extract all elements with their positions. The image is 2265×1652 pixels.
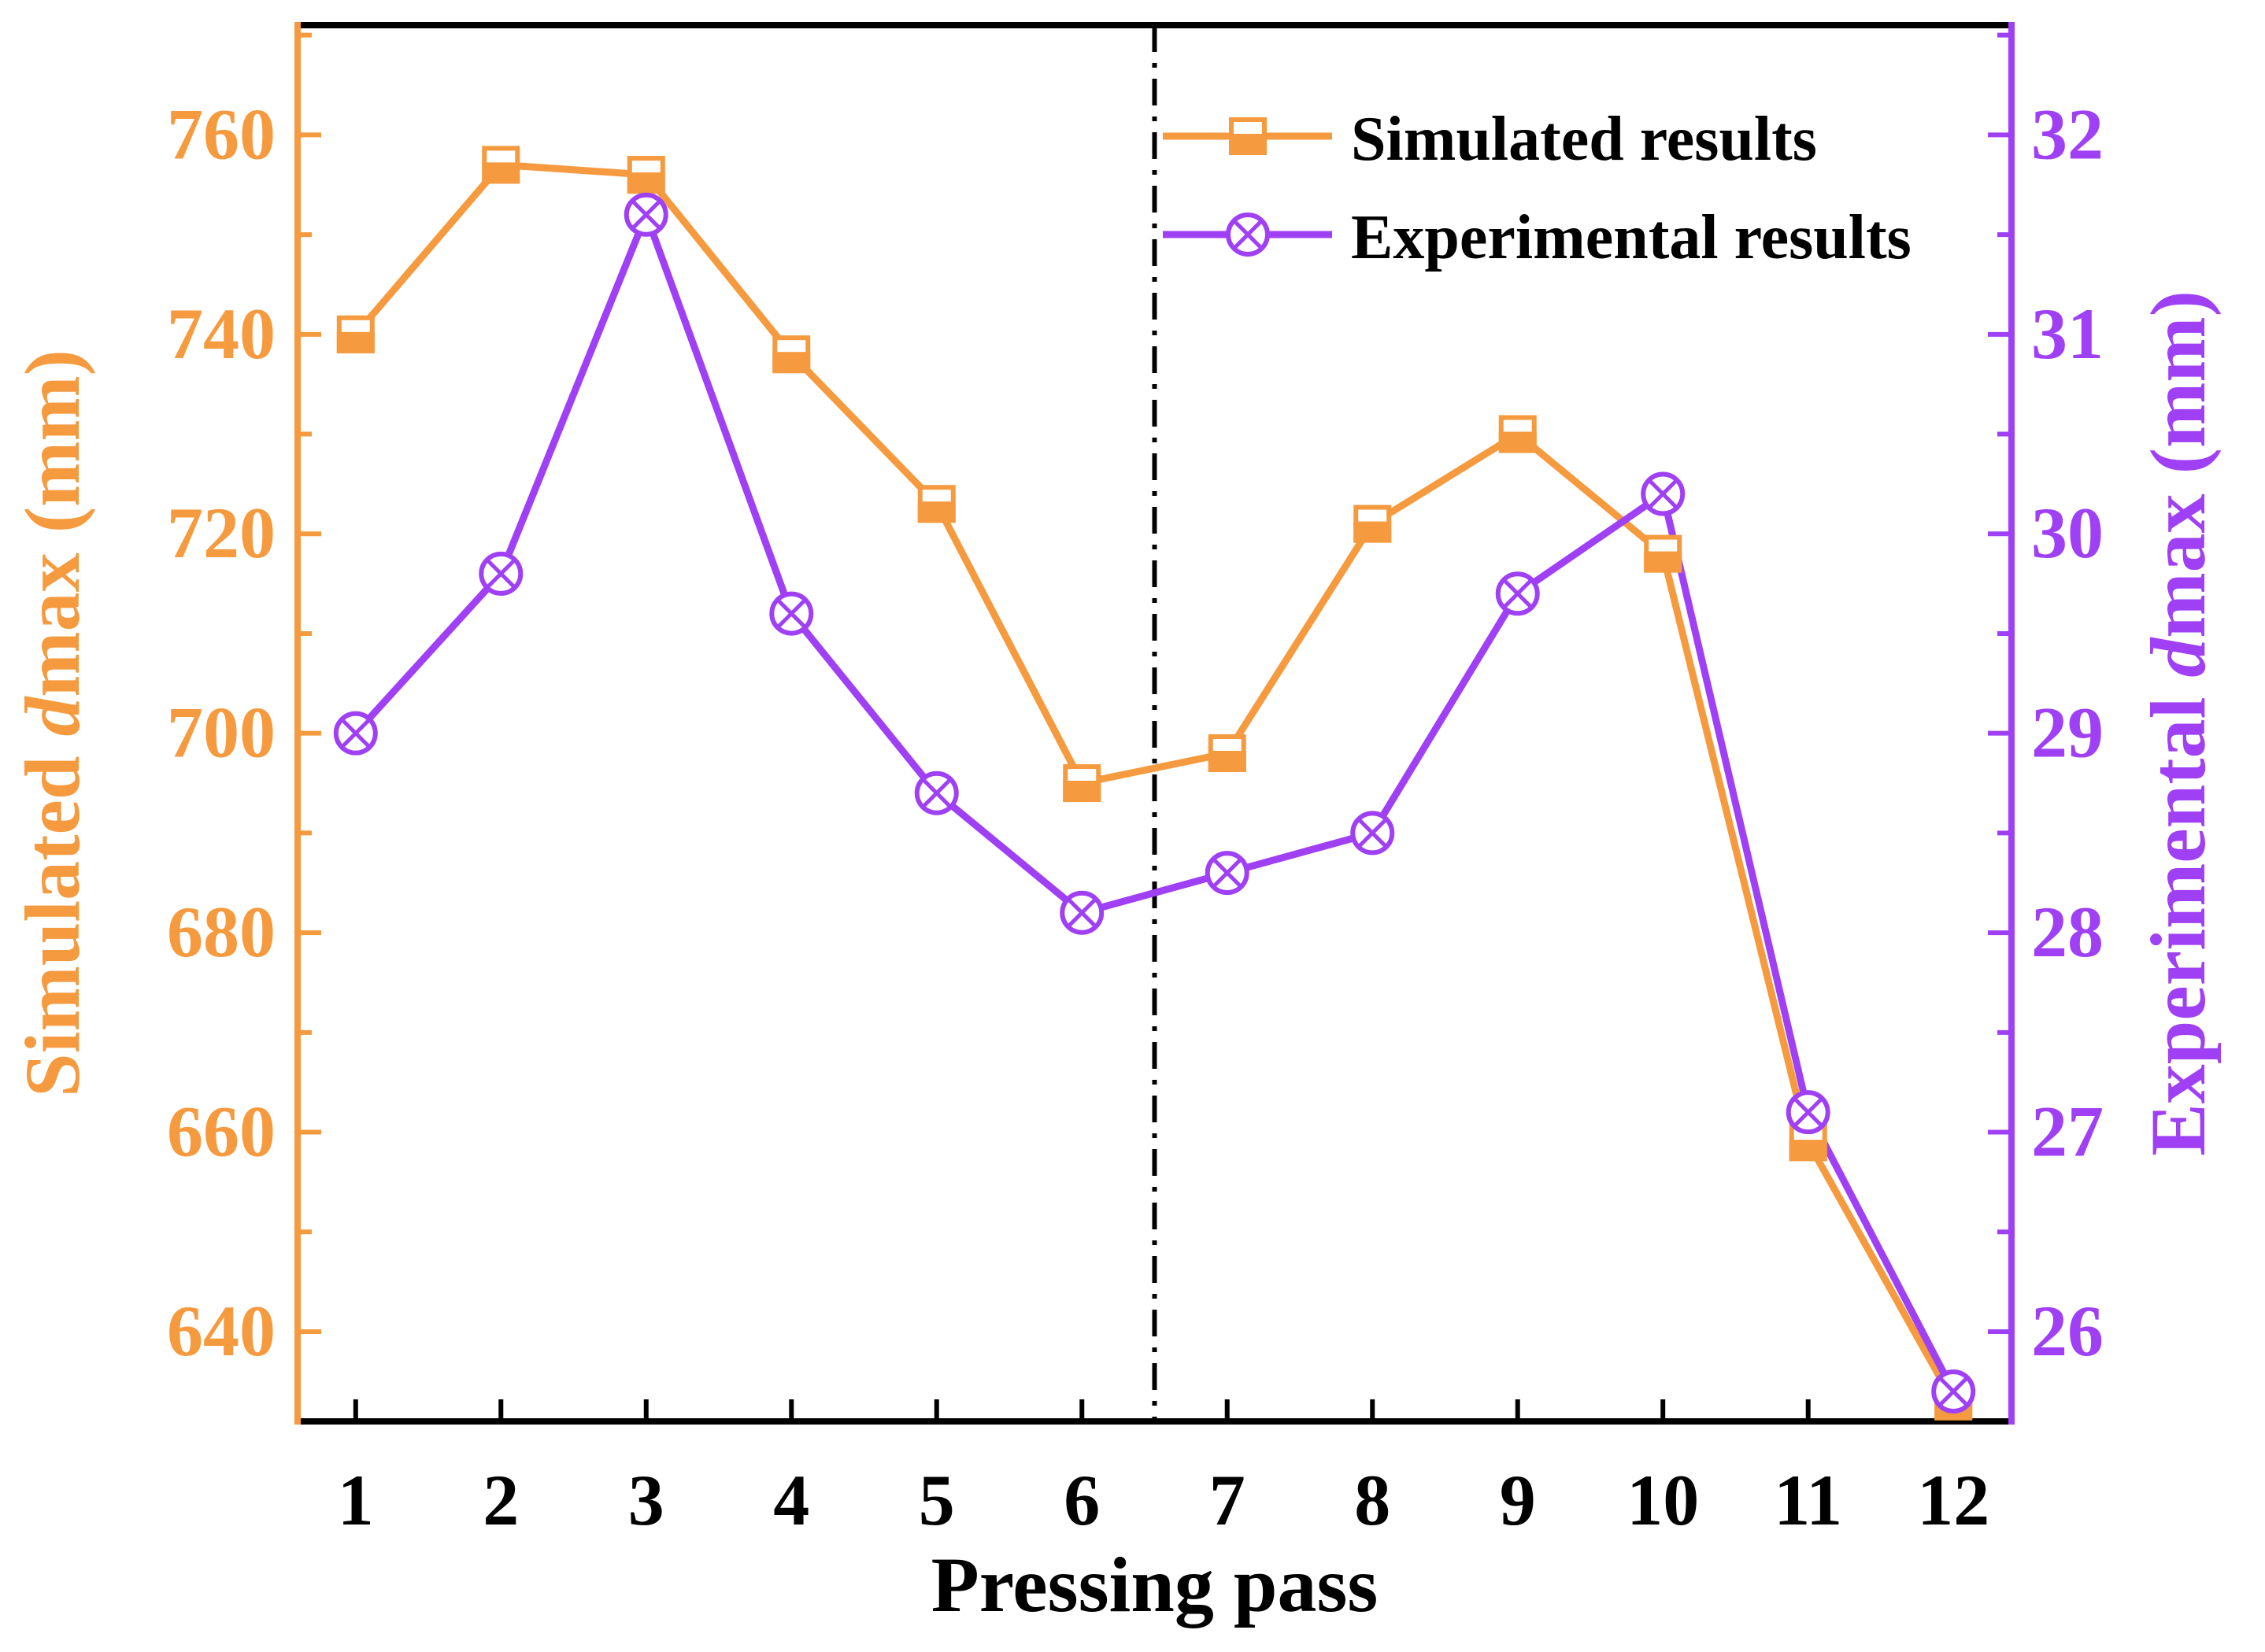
x-tick-label: 8 [1354,1460,1390,1540]
experimental-point [1641,471,1686,516]
experimental-point [624,192,668,237]
legend-simulated-label: Simulated results [1351,105,1817,174]
experimental-point [1060,890,1105,935]
x-tick-label: 11 [1774,1460,1842,1540]
right-tick-label: 29 [2031,693,2104,773]
simulated-point [1063,764,1101,803]
x-tick-label: 2 [483,1460,519,1540]
legend-simulated: Simulated results [1163,105,1817,174]
left-y-axis-title: Simulated dmax (mm) [9,349,96,1097]
left-tick-label: 660 [167,1092,276,1172]
experimental-point [1786,1090,1830,1135]
experimental-line [353,211,1957,1394]
left-tick-label: 680 [167,892,276,972]
experimental-point [1931,1369,1976,1414]
experimental-point [1495,571,1540,616]
right-y-axis-title: Experimental dmax (mm) [2134,290,2222,1156]
right-tick-label: 26 [2031,1291,2104,1371]
right-tick-label: 28 [2031,892,2104,972]
simulated-point [1644,534,1682,573]
tick-labels: 1 2 3 4 5 6 7 8 9 10 11 126406606807007207407602627… [167,94,2104,1540]
experimental-point [1350,811,1395,856]
x-tick-label: 4 [773,1460,809,1540]
x-tick-label: 10 [1627,1460,1699,1540]
legend-experimental-label: Experimental results [1351,203,1912,272]
legend-experimental: Experimental results [1163,203,1912,272]
right-tick-label: 32 [2031,94,2104,174]
x-axis-title: Pressing pass [931,1541,1379,1628]
legend: Simulated results Experimental results [1163,105,1912,272]
right-tick-label: 31 [2031,294,2104,374]
legend-experimental-marker [1226,213,1270,257]
simulated-point [1208,734,1246,773]
x-tick-label: 6 [1064,1460,1100,1540]
x-tick-label: 9 [1500,1460,1536,1540]
x-tick-label: 1 [338,1460,374,1540]
axis-ticks [298,32,2011,1421]
left-tick-label: 640 [167,1291,276,1371]
left-tick-label: 760 [167,94,276,174]
simulated-point [1498,415,1537,453]
left-tick-label: 740 [167,294,276,374]
x-tick-label: 5 [919,1460,955,1540]
x-tick-label: 12 [1917,1460,1989,1540]
series-lines [353,161,1957,1403]
right-tick-label: 30 [2031,493,2104,573]
simulated-point [482,146,520,184]
experimental-point [914,771,959,815]
experimental-point [479,551,524,596]
experimental-point [769,591,814,636]
simulated-point [627,156,665,194]
experimental-point [333,711,378,756]
legend-simulated-marker [1229,117,1267,155]
simulated-point [1353,504,1392,543]
simulated-point [772,335,811,374]
simulated-point [917,485,956,523]
simulated-point [336,315,375,353]
x-tick-label: 3 [628,1460,664,1540]
experimental-point [1205,851,1249,896]
left-tick-label: 720 [167,493,276,573]
series-markers [333,146,1976,1421]
simulated-line [353,161,1957,1403]
x-tick-label: 7 [1209,1460,1245,1540]
left-tick-label: 700 [167,693,276,773]
right-tick-label: 27 [2031,1092,2104,1172]
axis-titles: Pressing pass Simulated dmax (mm) Experime… [9,290,2222,1628]
